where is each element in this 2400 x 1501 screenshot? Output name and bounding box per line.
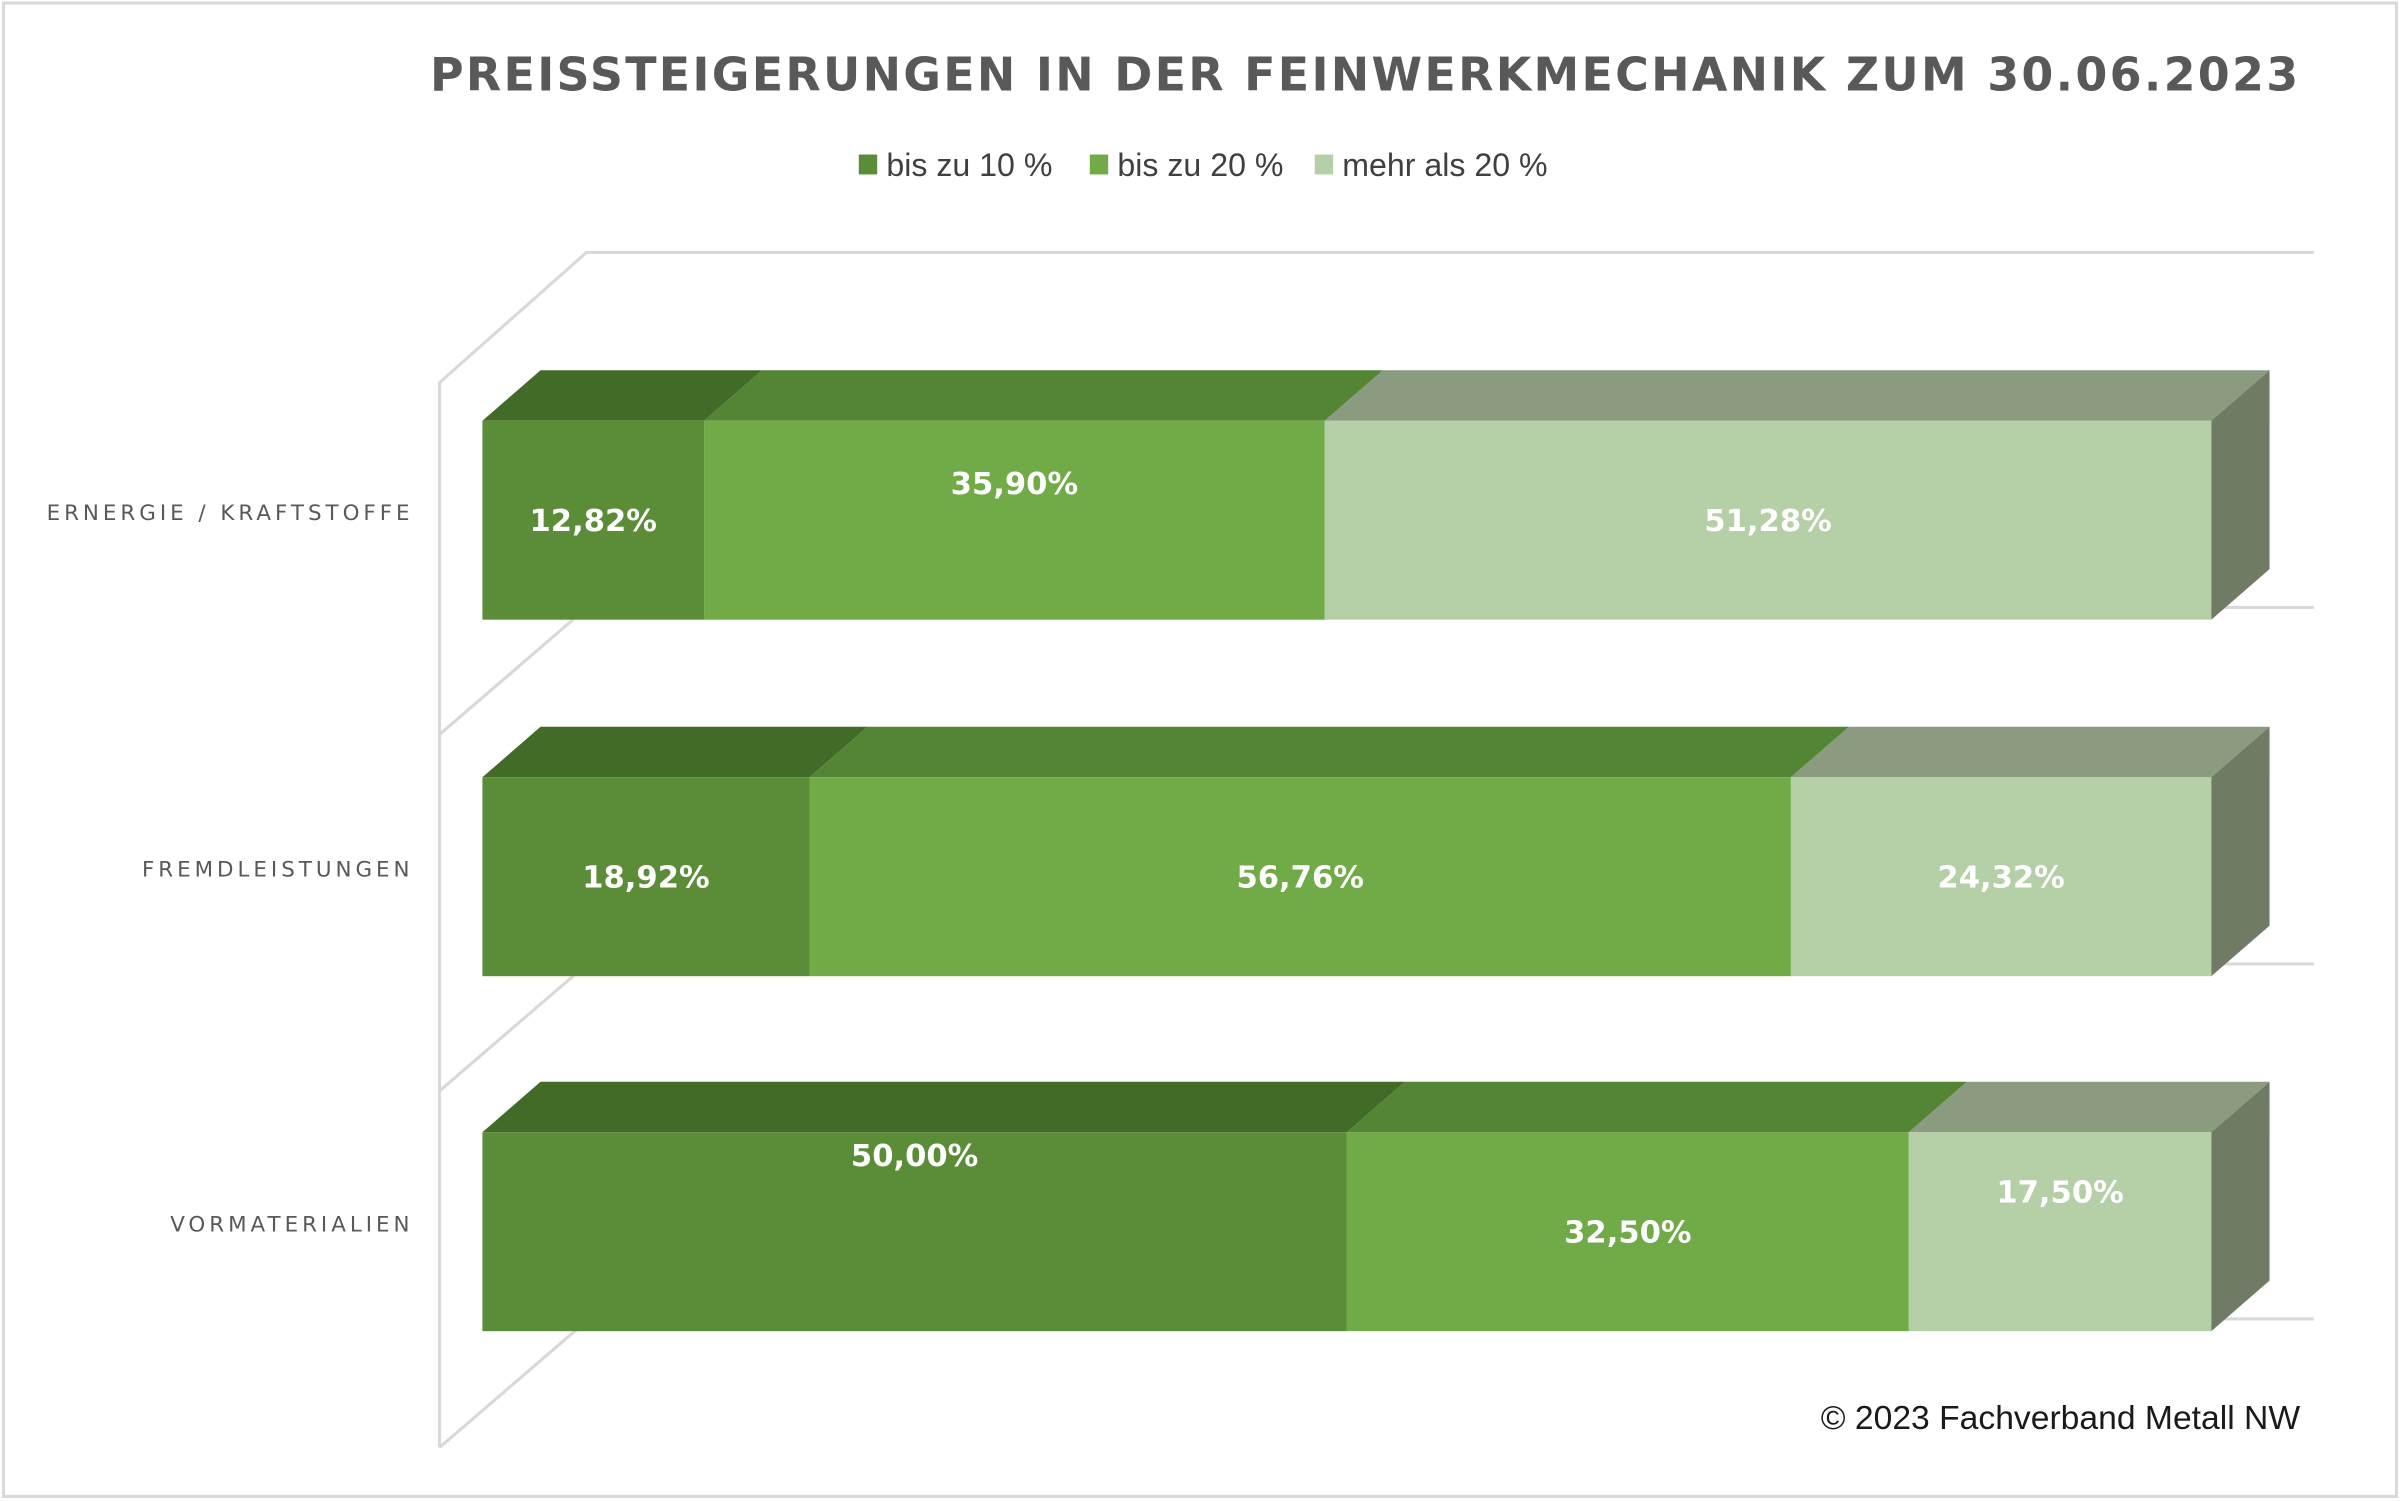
data-label: 51,28% bbox=[1704, 504, 1831, 539]
data-label: 32,50% bbox=[1564, 1215, 1691, 1250]
bar-segment bbox=[1790, 777, 2212, 977]
copyright: © 2023 Fachverband Metall NW bbox=[1821, 1400, 2301, 1437]
bar-segment bbox=[1324, 420, 2212, 620]
legend-swatch bbox=[1089, 154, 1109, 175]
bar-segment-top bbox=[482, 370, 763, 421]
bar-segment bbox=[1908, 1132, 2212, 1332]
bar-side bbox=[2211, 726, 2270, 977]
bar-segment bbox=[809, 777, 1791, 977]
legend: bis zu 10 % bis zu 20 % mehr als 20 % bbox=[858, 147, 1548, 183]
back-wall-edge bbox=[438, 250, 2314, 1448]
bar-segment-top bbox=[482, 1081, 1406, 1133]
floor-line bbox=[438, 967, 583, 1093]
legend-label: bis zu 10 % bbox=[886, 147, 1052, 183]
bar-segment-top bbox=[1324, 370, 2270, 421]
data-label: 50,00% bbox=[851, 1139, 978, 1174]
category-label: FREMDLEISTUNGEN bbox=[142, 858, 414, 883]
bar-segment-top bbox=[1346, 1081, 1967, 1133]
category-label: ERNERGIE / KRAFTSTOFFE bbox=[47, 501, 414, 526]
data-label: 35,90% bbox=[951, 467, 1078, 502]
bar-segment-top bbox=[1790, 726, 2270, 778]
bar-segment bbox=[482, 420, 705, 620]
bar-side bbox=[2211, 1081, 2270, 1332]
data-label: 18,92% bbox=[582, 860, 709, 895]
data-label: 17,50% bbox=[1996, 1176, 2123, 1211]
legend-swatch bbox=[858, 154, 878, 175]
category-label: VORMATERIALIEN bbox=[170, 1213, 413, 1238]
bar-segment-top bbox=[482, 726, 868, 778]
legend-label: mehr als 20 % bbox=[1342, 147, 1547, 183]
floor-line bbox=[438, 1323, 583, 1449]
legend-label: bis zu 20 % bbox=[1117, 147, 1283, 183]
bar-side bbox=[2211, 370, 2270, 620]
bar-segment-top bbox=[1908, 1081, 2270, 1133]
bar-segment-top bbox=[809, 726, 1850, 778]
data-label: 56,76% bbox=[1236, 860, 1363, 895]
data-label: 24,32% bbox=[1937, 860, 2064, 895]
bar-segment bbox=[482, 777, 810, 977]
floor-line bbox=[438, 610, 583, 736]
bar-segment-top bbox=[704, 370, 1383, 421]
bars: 12,82% 35,90% 51,28% 18,92% 56,76% 24,32% 50,0… bbox=[482, 370, 2270, 1332]
chart-title: PREISSTEIGERUNGEN IN DER FEINWERKMECHANI… bbox=[430, 47, 2301, 101]
chart-walls bbox=[438, 250, 2314, 1449]
bar-segment bbox=[482, 1132, 1347, 1332]
data-label: 12,82% bbox=[530, 504, 657, 539]
bar-segment bbox=[704, 420, 1325, 620]
bar-segment bbox=[1346, 1132, 1909, 1332]
category-labels: ERNERGIE / KRAFTSTOFFE FREMDLEISTUNGEN VOR… bbox=[47, 501, 414, 1238]
legend-swatch bbox=[1314, 154, 1334, 175]
